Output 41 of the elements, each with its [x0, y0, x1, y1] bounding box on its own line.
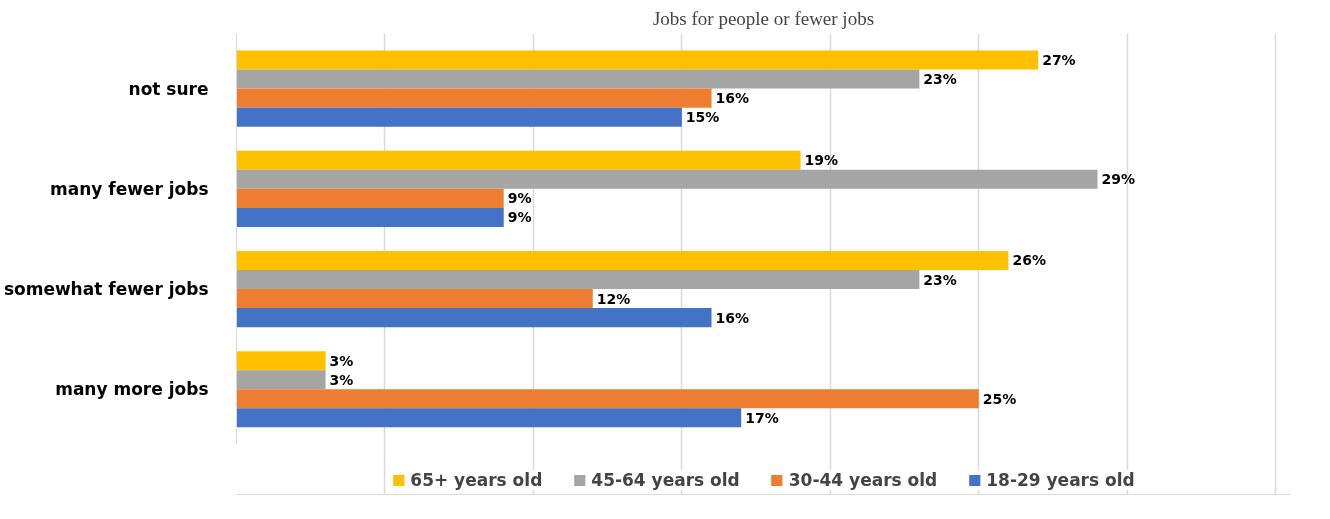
- data-label: 23%: [923, 271, 957, 288]
- legend-label: 45-64 years old: [591, 470, 740, 490]
- data-label: 16%: [715, 90, 750, 107]
- legend-label: 65+ years old: [410, 470, 543, 490]
- bar: [236, 250, 1009, 271]
- data-label: 12%: [596, 290, 631, 307]
- bar: [236, 370, 326, 390]
- bar: [236, 270, 920, 290]
- bar: [236, 389, 979, 409]
- y-tick-label: somewhat fewer jobs: [3, 279, 209, 300]
- data-label: 23%: [923, 71, 957, 88]
- bar: [236, 69, 920, 89]
- data-label: 17%: [745, 409, 779, 426]
- bar: [236, 188, 504, 208]
- data-label: 26%: [1012, 252, 1046, 269]
- data-label: 9%: [507, 209, 532, 226]
- bar: [236, 408, 742, 428]
- bar: [236, 169, 1098, 189]
- legend-label: 18-29 years old: [986, 470, 1135, 490]
- bar: [236, 289, 593, 309]
- y-tick-label: many more jobs: [55, 379, 209, 400]
- y-tick-label: not sure: [128, 78, 209, 99]
- y-tick-label: many fewer jobs: [49, 178, 209, 199]
- data-label: 19%: [804, 152, 839, 169]
- bar: [236, 88, 712, 108]
- data-label: 29%: [1101, 171, 1136, 188]
- data-label: 15%: [685, 109, 720, 126]
- legend-label: 30-44 years old: [788, 470, 938, 490]
- bar: [236, 107, 682, 127]
- chart-title: Jobs for people or fewer jobs: [652, 7, 875, 29]
- bar: [236, 308, 712, 328]
- bar: [236, 351, 326, 371]
- data-label: 27%: [1042, 52, 1076, 69]
- data-label: 3%: [329, 352, 354, 369]
- data-label: 3%: [329, 371, 354, 388]
- data-label: 16%: [715, 309, 750, 326]
- bar: [236, 50, 1039, 70]
- bar: [236, 150, 801, 170]
- bar: [236, 207, 504, 227]
- data-label: 9%: [507, 190, 532, 207]
- data-label: 25%: [982, 390, 1017, 407]
